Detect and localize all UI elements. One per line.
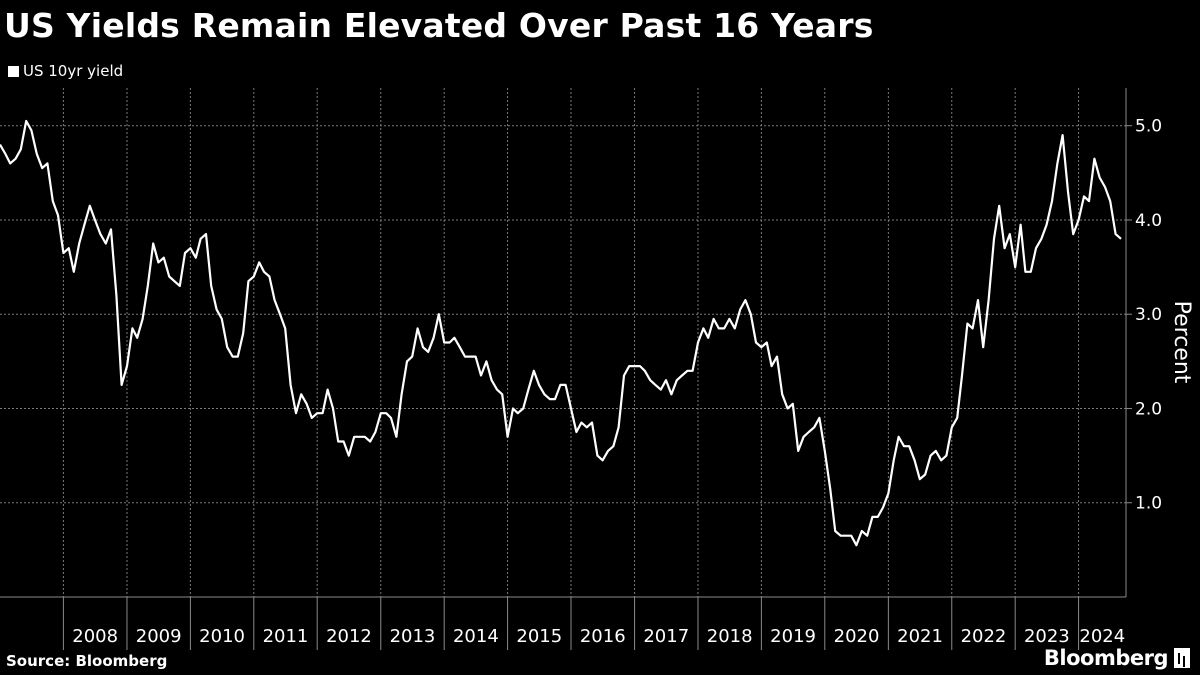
series-line	[0, 119, 1122, 547]
y-tick-label: 2.0	[1135, 399, 1162, 419]
x-tick-label: 2009	[136, 626, 182, 647]
x-tick-label: 2020	[834, 626, 880, 647]
x-tick-label: 2018	[707, 626, 753, 647]
x-tick-label: 2012	[326, 626, 372, 647]
x-tick-label: 2022	[961, 626, 1007, 647]
x-tick-label: 2013	[390, 626, 436, 647]
source-note: Source: Bloomberg	[6, 652, 168, 670]
x-tick-label: 2008	[72, 626, 118, 647]
x-tick-label: 2016	[580, 626, 626, 647]
y-axis-title: Percent	[1169, 301, 1194, 384]
x-tick-label: 2019	[770, 626, 816, 647]
chart-title: US Yields Remain Elevated Over Past 16 Y…	[4, 6, 874, 45]
legend: US 10yr yield	[8, 62, 123, 80]
x-tick-label: 2011	[263, 626, 309, 647]
brand-badge-icon	[1174, 648, 1190, 668]
x-tick-label: 2023	[1024, 626, 1070, 647]
x-tick-label: 2017	[643, 626, 689, 647]
y-tick-label: 1.0	[1135, 494, 1162, 514]
x-tick-label: 2015	[516, 626, 562, 647]
y-tick-label: 3.0	[1135, 305, 1162, 325]
x-tick-label: 2021	[897, 626, 943, 647]
x-tick-label: 2010	[199, 626, 245, 647]
legend-label: US 10yr yield	[23, 62, 124, 80]
brand-logo: Bloomberg	[1044, 646, 1190, 670]
legend-swatch	[8, 65, 19, 77]
brand-wordmark: Bloomberg	[1043, 646, 1169, 670]
x-tick-label: 2014	[453, 626, 499, 647]
y-tick-label: 4.0	[1135, 211, 1162, 231]
x-tick-label: 2024	[1079, 626, 1125, 647]
y-tick-label: 5.0	[1135, 117, 1162, 137]
